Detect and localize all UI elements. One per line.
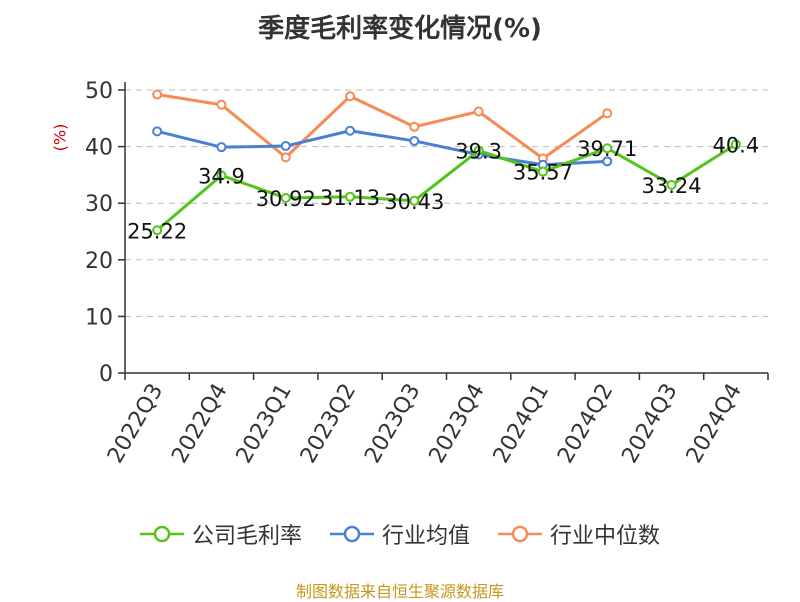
y-tick-label: 50 <box>85 79 113 104</box>
legend-marker-blue <box>329 525 374 543</box>
data-point <box>602 156 613 167</box>
data-label: 33.24 <box>641 174 701 198</box>
x-tick-label: 2024Q3 <box>617 380 682 468</box>
chart-title: 季度毛利率变化情况(%) <box>258 14 542 44</box>
data-label: 40.4 <box>712 133 759 157</box>
data-point <box>152 126 163 137</box>
data-label: 35.57 <box>513 161 573 185</box>
series-line <box>156 143 737 232</box>
data-point <box>602 143 613 154</box>
y-tick-label: 30 <box>85 192 113 217</box>
data-point <box>152 89 163 100</box>
x-tick-label: 2024Q2 <box>553 380 618 468</box>
data-label: 30.43 <box>384 190 444 214</box>
series-line <box>156 93 609 160</box>
data-label: 30.92 <box>256 187 316 211</box>
x-tick-label: 2024Q1 <box>489 380 554 468</box>
data-point <box>345 125 356 136</box>
legend-marker-orange <box>498 525 542 543</box>
data-point <box>473 145 484 156</box>
data-point <box>280 152 291 163</box>
data-label: 25.22 <box>127 219 187 243</box>
data-point <box>216 170 227 181</box>
x-tick-label: 2023Q4 <box>425 380 490 468</box>
data-point <box>345 191 356 202</box>
data-point <box>216 99 227 110</box>
data-point <box>666 179 677 190</box>
legend: 公司毛利率 行业均值 行业中位数 <box>0 518 800 550</box>
data-label: 39.3 <box>455 140 502 164</box>
y-tick-label: 20 <box>85 249 113 274</box>
data-point <box>409 135 420 146</box>
y-tick-label: 40 <box>85 136 113 161</box>
data-point <box>537 166 548 177</box>
data-label: 39.71 <box>577 137 637 161</box>
data-point <box>409 195 420 206</box>
data-point <box>345 91 356 102</box>
legend-label-company: 公司毛利率 <box>191 524 302 549</box>
data-point <box>473 106 484 117</box>
x-tick-label: 2023Q2 <box>296 380 361 468</box>
data-point <box>216 142 227 153</box>
legend-marker-green <box>139 525 184 543</box>
x-tick-label: 2022Q3 <box>103 380 168 468</box>
y-axis-label: (%) <box>50 123 70 152</box>
y-tick-label: 0 <box>99 362 113 387</box>
data-label: 34.9 <box>198 164 245 188</box>
data-point <box>602 108 613 119</box>
data-point <box>730 139 741 150</box>
legend-item-company[interactable]: 公司毛利率 <box>139 518 302 550</box>
data-label: 31.13 <box>320 186 380 210</box>
y-tick-label: 10 <box>85 305 113 330</box>
data-point <box>280 141 291 152</box>
x-tick-label: 2023Q3 <box>360 380 425 468</box>
x-tick-label: 2023Q1 <box>232 380 297 468</box>
data-point <box>409 121 420 132</box>
legend-item-industry-mean[interactable]: 行业均值 <box>329 518 470 550</box>
series-line <box>156 129 608 167</box>
series-lines <box>152 89 741 236</box>
source-note: 制图数据来自恒生聚源数据库 <box>295 582 504 601</box>
grid-lines <box>125 89 768 317</box>
data-labels: 25.22 34.9 30.92 31.13 30.43 39.3 35.5739.7133… <box>127 133 759 243</box>
legend-label-industry-mean: 行业均值 <box>381 524 470 549</box>
legend-label-industry-median: 行业中位数 <box>550 524 661 549</box>
data-point <box>152 225 163 236</box>
x-tick-label: 2022Q4 <box>167 380 232 468</box>
data-point <box>280 192 291 203</box>
legend-item-industry-median[interactable]: 行业中位数 <box>498 518 660 550</box>
x-tick-label: 2024Q4 <box>682 380 747 468</box>
